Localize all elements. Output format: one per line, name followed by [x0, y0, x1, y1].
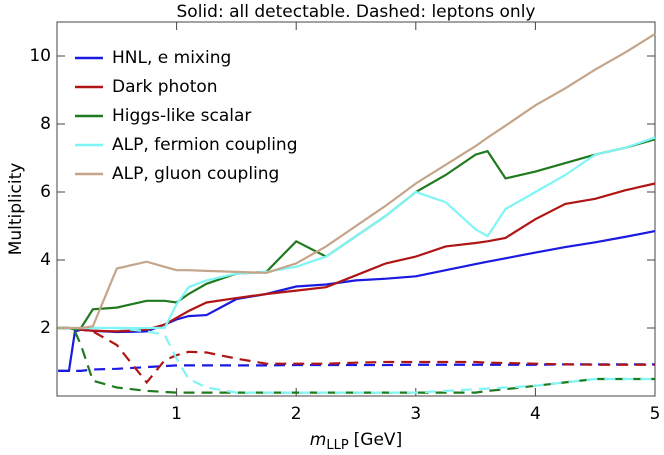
x-tick-label: 3: [410, 404, 421, 424]
y-tick-label: 8: [40, 114, 51, 134]
legend-label: ALP, fermion coupling: [112, 135, 297, 155]
legend-label: HNL, e mixing: [112, 48, 231, 68]
x-label-unit: [GeV]: [354, 430, 403, 450]
y-tick-label: 2: [40, 318, 51, 338]
x-axis-label: mLLP [GeV]: [310, 430, 402, 453]
line: [58, 32, 656, 330]
x-label-subscript: LLP: [326, 438, 348, 453]
y-tick-label: 6: [40, 182, 51, 202]
x-tick-label: 2: [291, 404, 302, 424]
x-tick-label: 5: [650, 404, 661, 424]
dashed-line: [58, 326, 655, 385]
dashed-line: [58, 363, 655, 372]
line: [58, 136, 656, 330]
chart-title: Solid: all detectable. Dashed: leptons o…: [177, 2, 536, 22]
legend-box: [65, 40, 315, 198]
y-tick-label: 4: [40, 250, 51, 270]
y-tick-label: 10: [29, 46, 51, 66]
y-axis-label: Multiplicity: [6, 163, 26, 256]
plot-frame: [56, 21, 656, 397]
x-tick-label: 4: [530, 404, 541, 424]
dashed-line: [58, 326, 655, 394]
x-label-symbol: m: [310, 430, 327, 450]
legend-label: Higgs-like scalar: [112, 106, 251, 126]
x-tick-label: 1: [171, 404, 182, 424]
legend-label: ALP, gluon coupling: [112, 164, 279, 184]
line: [58, 182, 656, 333]
legend-label: Dark photon: [112, 77, 218, 97]
